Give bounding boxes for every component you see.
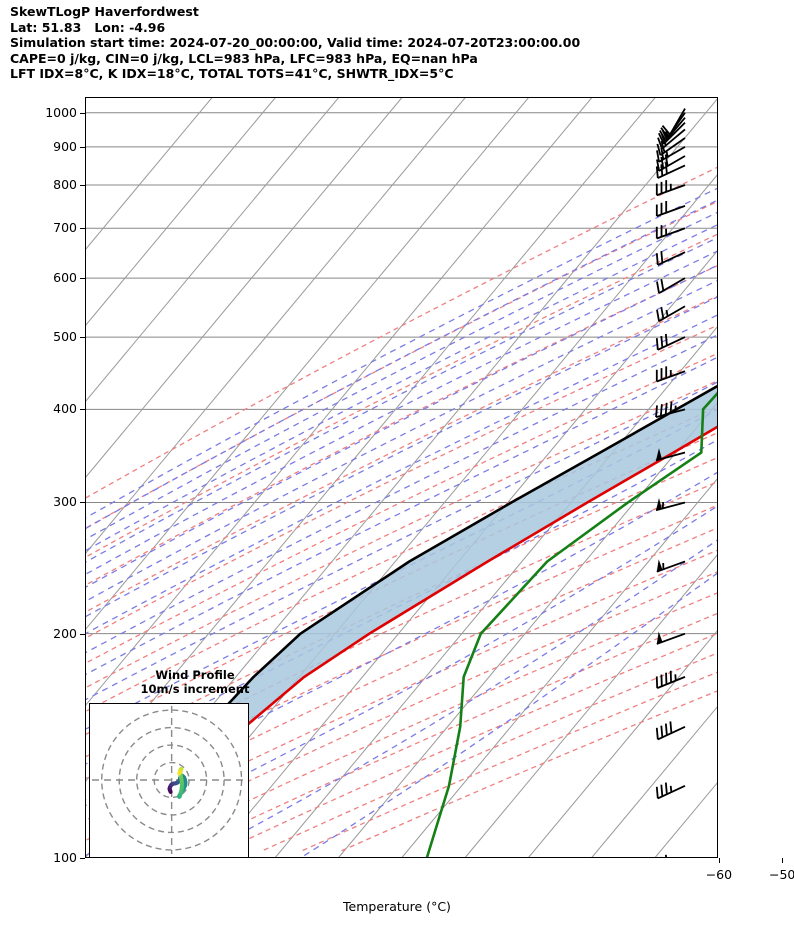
hodograph-title-line1: Wind Profile xyxy=(155,668,235,682)
y-tick xyxy=(80,112,85,114)
figure-header: SkewTLogP Haverfordwest Lat: 51.83 Lon: … xyxy=(10,4,790,82)
title-indices-2: LFT IDX=8°C, K IDX=18°C, TOTAL TOTS=41°C… xyxy=(10,66,454,82)
y-tick xyxy=(80,409,85,411)
y-tick xyxy=(80,337,85,339)
y-tick-label: 900 xyxy=(53,138,77,154)
y-tick-label: 400 xyxy=(53,401,77,417)
y-tick xyxy=(80,185,85,186)
plot-area xyxy=(85,97,718,858)
x-axis-title: Temperature (°C) xyxy=(343,899,451,914)
title-station: SkewTLogP Haverfordwest xyxy=(10,4,199,19)
y-tick-label: 300 xyxy=(53,494,77,510)
y-tick xyxy=(80,633,85,635)
hodograph-canvas xyxy=(92,706,245,854)
y-tick-label: 500 xyxy=(53,329,77,345)
y-tick xyxy=(80,146,85,148)
title-latlon: Lat: 51.83 Lon: -4.96 xyxy=(10,19,166,35)
y-tick xyxy=(80,502,85,504)
y-tick-label: 200 xyxy=(53,625,77,641)
y-tick-label: 100 xyxy=(53,850,77,865)
x-tick-label: −60 xyxy=(705,867,733,882)
y-tick xyxy=(80,228,85,230)
x-tick xyxy=(718,858,720,863)
title-times: Simulation start time: 2024-07-20_00:00:… xyxy=(10,35,581,51)
x-tick xyxy=(782,858,784,863)
y-tick-label: 1000 xyxy=(45,104,77,120)
hodograph-title-line2: 10m/s increment xyxy=(140,682,250,696)
x-tick-label: −50 xyxy=(769,867,794,882)
y-tick-label: 700 xyxy=(53,220,77,236)
y-tick-label: 600 xyxy=(53,270,77,286)
hodograph-title: Wind Profile 10m/s increment xyxy=(110,668,280,696)
skewt-canvas xyxy=(85,97,718,858)
title-indices-1: CAPE=0 j/kg, CIN=0 j/kg, LCL=983 hPa, LF… xyxy=(10,50,478,66)
y-tick-label: 800 xyxy=(53,177,77,192)
hodograph-inset xyxy=(89,703,249,858)
y-tick xyxy=(80,858,85,859)
y-tick xyxy=(80,278,85,280)
